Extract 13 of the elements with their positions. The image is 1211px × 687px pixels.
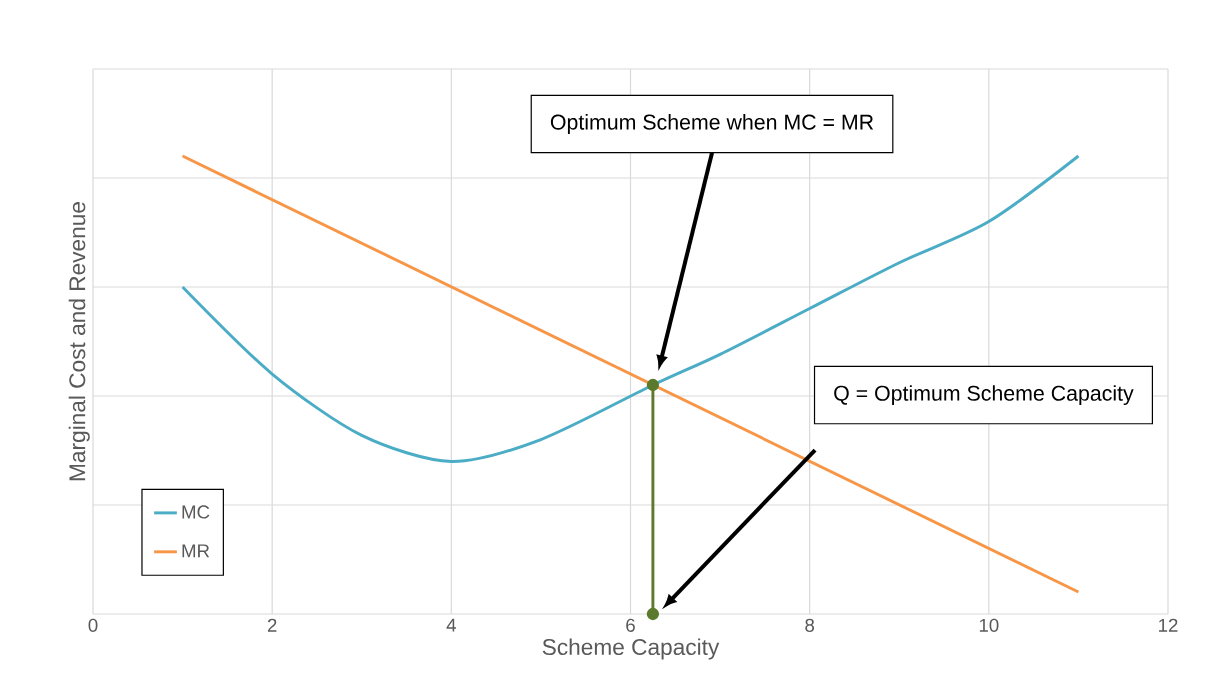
x-tick-label: 6 [626,618,635,632]
legend-label: MR [182,544,210,558]
x-axis-title: Scheme Capacity [542,638,720,660]
x-tick-label: 2 [267,618,277,632]
y-axis-title: Marginal Cost and Revenue [68,202,90,481]
x-tick-label: 4 [446,618,456,632]
x-tick-label: 0 [88,618,98,632]
legend-label: MC [182,505,210,519]
x-tick-label: 8 [805,618,815,632]
x-tick-label: 12 [1159,618,1178,632]
x-tick-label: 10 [979,618,999,632]
text: Optimum Scheme when MC = MR [550,114,874,134]
annotation: Q = Optimum Scheme Capacity [834,385,1134,406]
